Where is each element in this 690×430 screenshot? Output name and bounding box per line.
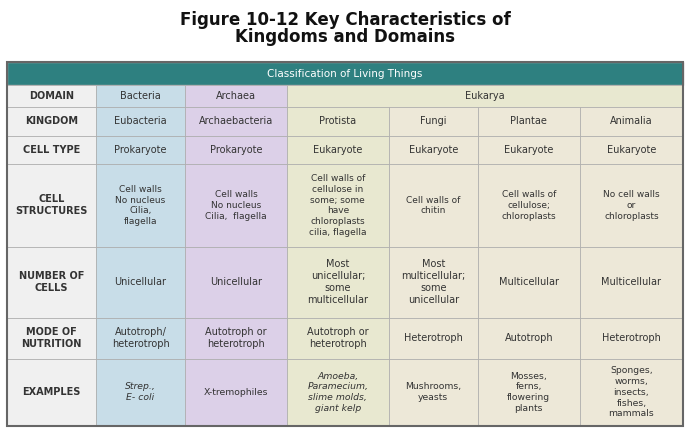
Text: Autotroph/
heterotroph: Autotroph/ heterotroph: [112, 327, 170, 349]
Text: Cell walls
No nucleus
Cilia,
flagella: Cell walls No nucleus Cilia, flagella: [115, 185, 166, 226]
Bar: [478, 135, 580, 164]
Bar: [185, 318, 287, 359]
Bar: [185, 247, 287, 318]
Bar: [287, 164, 388, 247]
Text: Figure 10-12 Key Characteristics of: Figure 10-12 Key Characteristics of: [179, 11, 511, 29]
Text: Autotroph or
heterotroph: Autotroph or heterotroph: [205, 327, 267, 349]
Bar: [287, 359, 388, 426]
Bar: [580, 107, 683, 135]
Bar: [7, 62, 683, 85]
Text: MODE OF
NUTRITION: MODE OF NUTRITION: [21, 327, 81, 349]
Bar: [580, 318, 683, 359]
Bar: [287, 318, 388, 359]
Text: Prokaryote: Prokaryote: [210, 145, 262, 155]
Text: Eukaryote: Eukaryote: [607, 145, 656, 155]
Text: X-tremophiles: X-tremophiles: [204, 388, 268, 397]
Bar: [7, 135, 96, 164]
Text: Eukarya: Eukarya: [465, 91, 505, 101]
Bar: [7, 107, 96, 135]
Bar: [96, 135, 185, 164]
Bar: [96, 247, 185, 318]
Text: Mushrooms,
yeasts: Mushrooms, yeasts: [405, 382, 462, 402]
Bar: [580, 247, 683, 318]
Bar: [388, 247, 478, 318]
Bar: [478, 247, 580, 318]
Text: Prokaryote: Prokaryote: [115, 145, 167, 155]
Bar: [96, 107, 185, 135]
Text: Eukaryote: Eukaryote: [408, 145, 458, 155]
Bar: [96, 85, 185, 107]
Text: Most
multicellular;
some
unicellular: Most multicellular; some unicellular: [401, 259, 466, 305]
Bar: [478, 164, 580, 247]
Text: Autotroph: Autotroph: [504, 333, 553, 343]
Text: Cell walls of
chitin: Cell walls of chitin: [406, 196, 460, 215]
Bar: [7, 164, 96, 247]
Text: Strep.,
E- coli: Strep., E- coli: [125, 382, 156, 402]
Bar: [478, 318, 580, 359]
Text: Eukaryote: Eukaryote: [504, 145, 553, 155]
Text: EXAMPLES: EXAMPLES: [22, 387, 81, 397]
Bar: [478, 107, 580, 135]
Text: Heterotroph: Heterotroph: [404, 333, 463, 343]
Bar: [7, 62, 683, 426]
Bar: [580, 359, 683, 426]
Text: DOMAIN: DOMAIN: [29, 91, 74, 101]
Bar: [185, 107, 287, 135]
Bar: [7, 359, 96, 426]
Bar: [580, 164, 683, 247]
Bar: [287, 107, 388, 135]
Bar: [7, 85, 96, 107]
Bar: [7, 247, 96, 318]
Text: NUMBER OF
CELLS: NUMBER OF CELLS: [19, 271, 84, 293]
Bar: [96, 318, 185, 359]
Bar: [287, 135, 388, 164]
Text: Animalia: Animalia: [610, 116, 653, 126]
Text: Archaebacteria: Archaebacteria: [199, 116, 273, 126]
Bar: [388, 107, 478, 135]
Text: Most
unicellular;
some
multicellular: Most unicellular; some multicellular: [307, 259, 368, 305]
Bar: [388, 164, 478, 247]
Bar: [388, 135, 478, 164]
Text: Archaea: Archaea: [216, 91, 256, 101]
Bar: [96, 359, 185, 426]
Text: Unicellular: Unicellular: [115, 277, 166, 287]
Text: Cell walls of
cellulose in
some; some
have
chloroplasts
cilia, flagella: Cell walls of cellulose in some; some ha…: [309, 174, 366, 237]
Bar: [580, 135, 683, 164]
Text: Fungi: Fungi: [420, 116, 446, 126]
Text: Amoeba,
Paramecium,
slime molds,
giant kelp: Amoeba, Paramecium, slime molds, giant k…: [307, 372, 368, 413]
Text: Eubacteria: Eubacteria: [115, 116, 167, 126]
Text: Kingdoms and Domains: Kingdoms and Domains: [235, 28, 455, 46]
Bar: [287, 247, 388, 318]
Bar: [388, 318, 478, 359]
Text: KINGDOM: KINGDOM: [25, 116, 78, 126]
Text: Heterotroph: Heterotroph: [602, 333, 661, 343]
Text: Classification of Living Things: Classification of Living Things: [267, 69, 423, 79]
Text: Multicellular: Multicellular: [499, 277, 559, 287]
Text: Sponges,
worms,
insects,
fishes,
mammals: Sponges, worms, insects, fishes, mammals: [609, 366, 654, 418]
Text: Autotroph or
heterotroph: Autotroph or heterotroph: [307, 327, 368, 349]
Bar: [478, 359, 580, 426]
Text: Protista: Protista: [319, 116, 357, 126]
Text: Unicellular: Unicellular: [210, 277, 262, 287]
Bar: [185, 85, 287, 107]
Bar: [96, 164, 185, 247]
Bar: [185, 135, 287, 164]
Bar: [185, 359, 287, 426]
Text: Mosses,
ferns,
flowering
plants: Mosses, ferns, flowering plants: [507, 372, 551, 413]
Text: No cell walls
or
chloroplasts: No cell walls or chloroplasts: [603, 190, 660, 221]
Bar: [388, 359, 478, 426]
Text: Bacteria: Bacteria: [120, 91, 161, 101]
Text: Multicellular: Multicellular: [602, 277, 662, 287]
Text: Plantae: Plantae: [511, 116, 547, 126]
Text: Cell walls
No nucleus
Cilia,  flagella: Cell walls No nucleus Cilia, flagella: [205, 190, 267, 221]
Text: CELL TYPE: CELL TYPE: [23, 145, 80, 155]
Bar: [7, 318, 96, 359]
Text: CELL
STRUCTURES: CELL STRUCTURES: [15, 194, 88, 216]
Bar: [287, 85, 683, 107]
Text: Cell walls of
cellulose;
chloroplasts: Cell walls of cellulose; chloroplasts: [502, 190, 556, 221]
Bar: [185, 164, 287, 247]
Text: Eukaryote: Eukaryote: [313, 145, 362, 155]
